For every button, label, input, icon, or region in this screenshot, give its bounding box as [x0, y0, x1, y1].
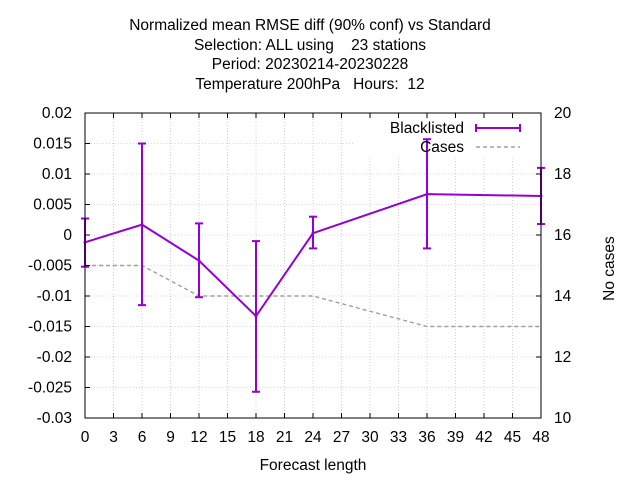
data-point [197, 259, 201, 263]
y-tick-label: -0.005 [28, 258, 72, 275]
y-tick-label: 0.02 [42, 105, 72, 122]
legend-label-cases: Cases [420, 139, 464, 156]
grid [85, 113, 541, 418]
y2-axis-label: No cases [601, 236, 618, 301]
x-tick-label: 15 [219, 429, 236, 446]
x-tick-label: 9 [166, 429, 175, 446]
x-tick-label: 42 [475, 429, 492, 446]
plot-area [81, 138, 545, 393]
y-tick-label: -0.025 [28, 380, 72, 397]
y2-tick-label: 14 [554, 288, 572, 305]
x-tick-label: 3 [109, 429, 118, 446]
y-tick-label: -0.02 [37, 349, 72, 366]
y-tick-label: 0 [63, 227, 72, 244]
legend-label-blacklisted: Blacklisted [390, 120, 464, 137]
data-point [311, 231, 315, 235]
x-tick-label: 18 [247, 429, 264, 446]
title-line-4: Temperature 200hPa Hours: 12 [195, 75, 425, 93]
x-tick-label: 36 [418, 429, 435, 446]
x-tick-label: 6 [138, 429, 147, 446]
legend-background [355, 116, 539, 158]
data-point [254, 314, 258, 318]
chart-title: Normalized mean RMSE diff (90% conf) vs … [0, 16, 620, 94]
y2-tick-label: 10 [554, 410, 572, 427]
data-point [140, 223, 144, 227]
x-tick-label: 0 [81, 429, 90, 446]
y-tick-label: -0.03 [37, 410, 72, 427]
x-tick-label: 45 [504, 429, 521, 446]
y-tick-label: 0.01 [42, 166, 72, 183]
x-axis-label: Forecast length [260, 457, 367, 474]
x-tick-label: 33 [390, 429, 407, 446]
title-line-1: Normalized mean RMSE diff (90% conf) vs … [129, 17, 491, 34]
y2-tick-label: 16 [554, 227, 571, 244]
x-tick-label: 27 [333, 429, 350, 446]
title-line-2: Selection: ALL using 23 stations [193, 36, 427, 54]
y-tick-label: -0.01 [37, 288, 72, 305]
y2-tick-label: 20 [554, 105, 572, 122]
x-tick-label: 48 [532, 429, 549, 446]
y-tick-label: -0.015 [28, 319, 72, 336]
x-tick-label: 30 [361, 429, 379, 446]
y-tick-label: 0.015 [33, 136, 72, 153]
data-point [425, 192, 429, 196]
x-tick-label: 24 [304, 429, 322, 446]
y-tick-label: 0.005 [33, 197, 72, 214]
axes: 0 3 6 9 12 15 18 21 24 27 30 33 36 39 42 45 480.020.0150… [28, 105, 572, 446]
x-tick-label: 39 [447, 429, 464, 446]
y2-tick-label: 18 [554, 166, 571, 183]
title-line-3: Period: 20230214-20230228 [211, 56, 409, 73]
y2-tick-label: 12 [554, 349, 571, 366]
legend: Blacklisted Cases [390, 120, 521, 156]
x-tick-label: 21 [276, 429, 293, 446]
x-tick-label: 12 [190, 429, 207, 446]
